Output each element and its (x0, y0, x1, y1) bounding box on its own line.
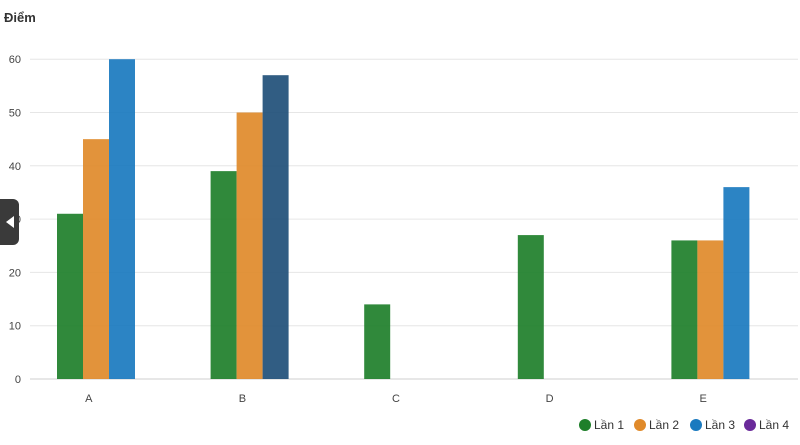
bar-B-series-2[interactable] (236, 112, 263, 380)
legend-item-4[interactable]: Lần 4 (744, 418, 789, 432)
grid-lines (30, 58, 798, 380)
bar-A-series-2[interactable] (83, 139, 109, 379)
legend-label: Lần 2 (649, 418, 679, 432)
legend: Lần 1 Lần 2 Lần 3 Lần 4 (579, 418, 789, 432)
bar-E-series-1[interactable] (671, 240, 698, 379)
bar-B-series-1[interactable] (210, 171, 237, 379)
chevron-left-icon (5, 216, 14, 228)
legend-label: Lần 4 (759, 418, 789, 432)
legend-swatch (744, 419, 756, 431)
legend-label: Lần 3 (705, 418, 735, 432)
y-tick-label: 20 (9, 267, 21, 279)
y-tick-label: 60 (9, 54, 21, 66)
bar-B-series-3[interactable] (262, 75, 289, 379)
legend-swatch (634, 419, 646, 431)
legend-item-2[interactable]: Lần 2 (634, 418, 679, 432)
y-tick-label: 50 (9, 108, 21, 120)
bar-C-series-1[interactable] (364, 304, 391, 379)
bar-A-series-1[interactable] (57, 213, 83, 379)
bar-E-series-3[interactable] (723, 187, 750, 379)
bar-E-series-2[interactable] (697, 240, 724, 379)
y-tick-label: 40 (9, 161, 21, 173)
bar-D-series-1[interactable] (517, 235, 544, 379)
y-tick-label: 10 (9, 321, 21, 333)
legend-item-1[interactable]: Lần 1 (579, 418, 624, 432)
y-tick-label: 0 (15, 374, 21, 386)
x-tick-label: E (700, 393, 707, 405)
legend-label: Lần 1 (594, 418, 624, 432)
x-tick-label: D (546, 393, 554, 405)
legend-swatch (579, 419, 591, 431)
y-axis-label: Điểm (4, 10, 36, 25)
legend-item-3[interactable]: Lần 3 (690, 418, 735, 432)
legend-swatch (690, 419, 702, 431)
bars (57, 59, 750, 380)
x-tick-label: C (392, 393, 400, 405)
x-tick-label: A (85, 393, 93, 405)
x-tick-label: B (239, 393, 246, 405)
x-axis-ticks: A B C D E (85, 393, 707, 405)
bar-A-series-3[interactable] (109, 59, 135, 379)
collapse-panel-button[interactable] (0, 199, 19, 245)
